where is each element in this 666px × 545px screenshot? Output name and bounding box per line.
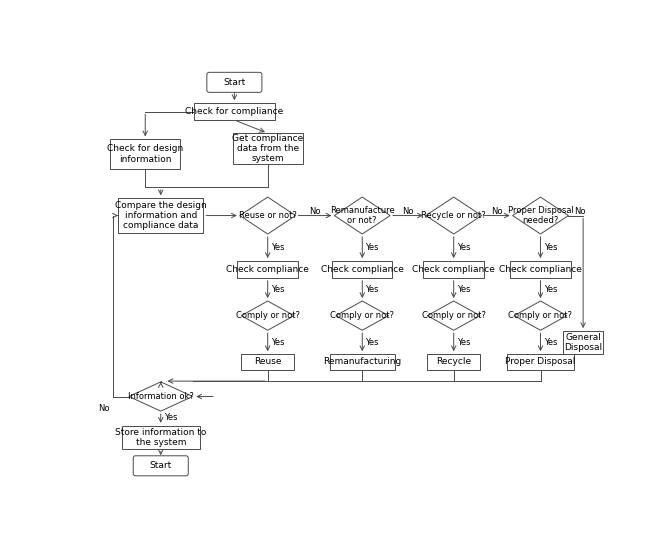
Text: Yes: Yes: [164, 413, 177, 422]
Text: No: No: [402, 207, 414, 216]
Bar: [563, 331, 603, 354]
Text: Yes: Yes: [457, 243, 470, 252]
Bar: [122, 426, 200, 449]
Text: Comply or not?: Comply or not?: [422, 311, 486, 320]
Polygon shape: [513, 197, 568, 234]
Text: Yes: Yes: [271, 338, 284, 347]
Polygon shape: [334, 197, 390, 234]
Polygon shape: [240, 197, 296, 234]
Text: Proper Disposal
needed?: Proper Disposal needed?: [507, 206, 573, 225]
Text: Compare the design
information and
compliance data: Compare the design information and compl…: [115, 201, 206, 231]
Text: No: No: [98, 403, 110, 413]
Text: General
Disposal: General Disposal: [564, 333, 602, 352]
Text: Start: Start: [223, 78, 246, 87]
Text: Check compliance: Check compliance: [321, 265, 404, 274]
Bar: [111, 140, 180, 168]
Bar: [507, 354, 574, 370]
Text: Check compliance: Check compliance: [226, 265, 309, 274]
Polygon shape: [428, 301, 480, 330]
Text: Information ok?: Information ok?: [128, 392, 194, 401]
Text: No: No: [492, 207, 503, 216]
Text: Get compliance
data from the
system: Get compliance data from the system: [232, 134, 303, 164]
Text: Check compliance: Check compliance: [499, 265, 582, 274]
Text: Comply or not?: Comply or not?: [236, 311, 300, 320]
Bar: [332, 261, 392, 278]
Bar: [330, 354, 395, 370]
Text: Remanufacture
or not?: Remanufacture or not?: [330, 206, 395, 225]
FancyBboxPatch shape: [133, 456, 188, 476]
Text: Remanufacturing: Remanufacturing: [323, 358, 402, 366]
Text: Recycle: Recycle: [436, 358, 472, 366]
Text: Yes: Yes: [457, 338, 470, 347]
Text: Yes: Yes: [457, 285, 470, 294]
Text: Reuse or not?: Reuse or not?: [239, 211, 296, 220]
Polygon shape: [241, 301, 294, 330]
Text: No: No: [575, 207, 586, 216]
Bar: [424, 261, 484, 278]
Text: Reuse: Reuse: [254, 358, 282, 366]
Text: Yes: Yes: [271, 243, 284, 252]
Polygon shape: [426, 197, 482, 234]
Text: Yes: Yes: [366, 243, 379, 252]
Bar: [510, 261, 571, 278]
Text: Yes: Yes: [366, 338, 379, 347]
Bar: [194, 103, 275, 120]
Bar: [428, 354, 480, 370]
Text: Comply or not?: Comply or not?: [330, 311, 394, 320]
Text: Yes: Yes: [271, 285, 284, 294]
FancyBboxPatch shape: [207, 72, 262, 92]
Bar: [241, 354, 294, 370]
Text: Check for design
information: Check for design information: [107, 144, 183, 164]
Bar: [238, 261, 298, 278]
Text: Proper Disposal: Proper Disposal: [505, 358, 575, 366]
Text: Yes: Yes: [543, 338, 557, 347]
Text: Yes: Yes: [366, 285, 379, 294]
Text: Comply or not?: Comply or not?: [509, 311, 573, 320]
Text: Yes: Yes: [543, 285, 557, 294]
Polygon shape: [336, 301, 388, 330]
Text: Check compliance: Check compliance: [412, 265, 495, 274]
Text: Check for compliance: Check for compliance: [185, 107, 284, 116]
Text: No: No: [309, 207, 321, 216]
Polygon shape: [129, 382, 192, 411]
Text: Start: Start: [150, 461, 172, 470]
Text: Recycle or not?: Recycle or not?: [422, 211, 486, 220]
Bar: [233, 133, 302, 164]
Polygon shape: [514, 301, 567, 330]
Text: Yes: Yes: [543, 243, 557, 252]
Bar: [118, 198, 203, 233]
Text: Store information to
the system: Store information to the system: [115, 428, 206, 447]
